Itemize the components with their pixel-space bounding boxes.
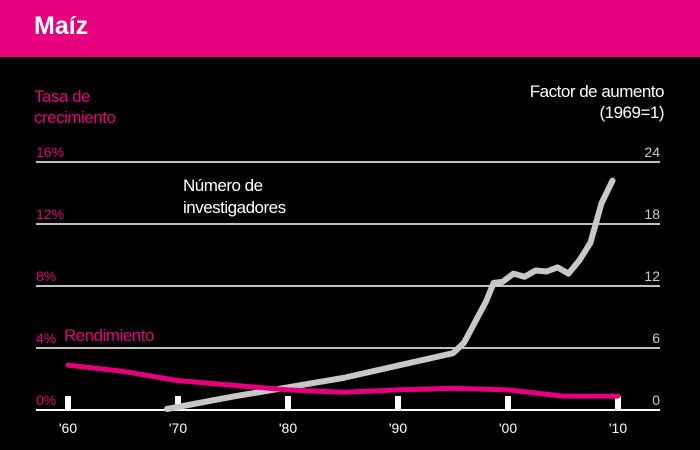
header-bar: Maíz [0, 0, 700, 57]
series-label-researchers-line1: Número de [183, 176, 263, 195]
right-tick-label: 12 [644, 268, 660, 284]
series-label-yield: Rendimiento [64, 326, 154, 345]
x-tick-label: '10 [609, 420, 627, 436]
left-tick-label: 0% [36, 392, 56, 408]
x-tick-label: '60 [59, 420, 77, 436]
left-axis-label-line2: crecimiento [34, 108, 116, 127]
x-tick-mark [175, 396, 181, 410]
x-tick-mark [395, 396, 401, 410]
x-tick-label: '70 [169, 420, 187, 436]
left-axis-label: Tasa de crecimiento [34, 86, 116, 128]
right-axis-label-line2: (1969=1) [599, 103, 664, 122]
x-tick-label: '90 [389, 420, 407, 436]
right-tick-label: 6 [652, 330, 660, 346]
right-tick-label: 0 [652, 392, 660, 408]
x-tick-mark [505, 396, 511, 410]
left-tick-label: 8% [36, 268, 56, 284]
series-label-researchers: Número de investigadores [183, 175, 286, 219]
right-tick-label: 18 [644, 206, 660, 222]
x-tick-mark [615, 396, 621, 410]
x-tick-label: '80 [279, 420, 297, 436]
right-axis-label: Factor de aumento (1969=1) [529, 81, 665, 123]
left-tick-label: 16% [36, 144, 64, 160]
left-tick-label: 12% [36, 206, 64, 222]
series-label-researchers-line2: investigadores [183, 198, 286, 217]
chart-title: Maíz [34, 12, 89, 40]
x-tick-mark [285, 396, 291, 410]
left-axis-label-line1: Tasa de [34, 87, 91, 106]
x-tick-mark [65, 396, 71, 410]
x-tick-label: '00 [499, 420, 517, 436]
right-axis-label-line1: Factor de aumento [529, 82, 665, 101]
series-line-researchers [164, 177, 616, 412]
series-line-yield [65, 362, 621, 399]
right-tick-label: 24 [644, 144, 660, 160]
left-tick-label: 4% [36, 330, 56, 346]
